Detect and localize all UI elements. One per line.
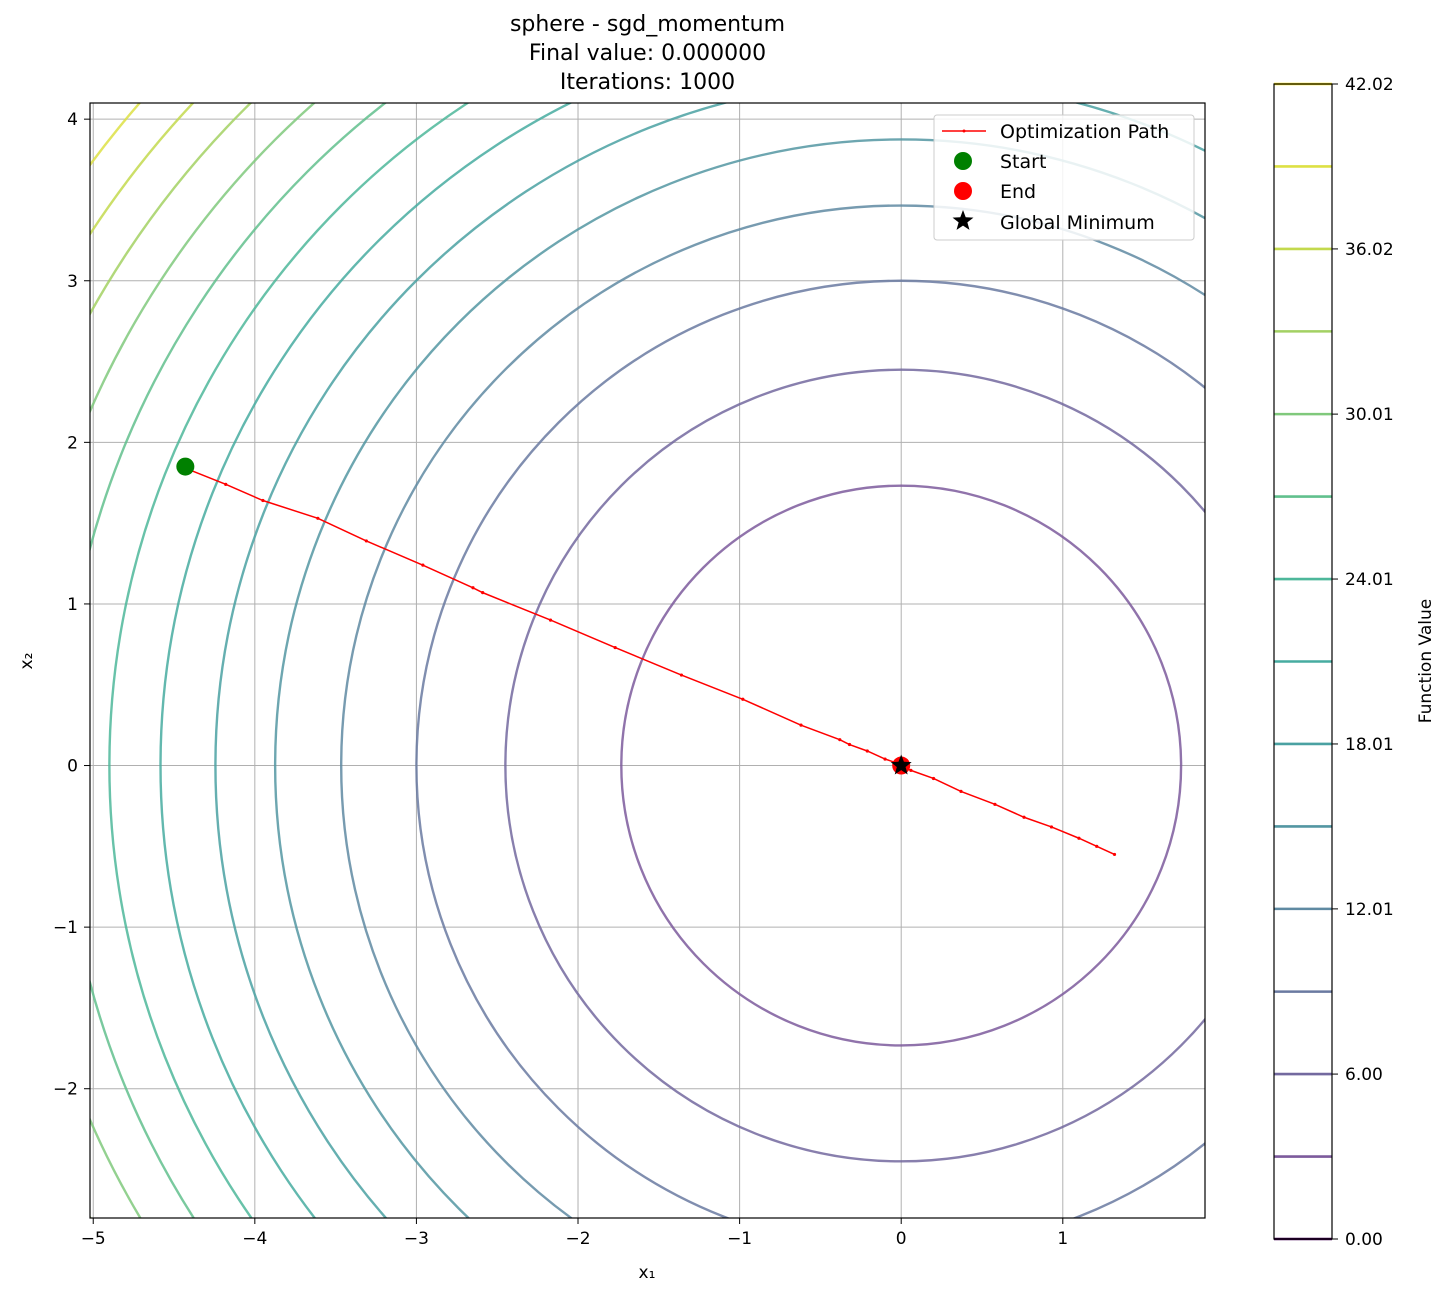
x-tick-label: 1 <box>1057 1229 1068 1249</box>
x-axis-label: x₁ <box>639 1263 656 1283</box>
path-point <box>1077 836 1081 840</box>
path-point <box>481 591 485 595</box>
colorbar-tick-label: 42.02 <box>1345 75 1394 95</box>
contour-line <box>108 103 471 1218</box>
path-point <box>613 645 617 650</box>
colorbar-tick-label: 0.00 <box>1345 1230 1383 1250</box>
y-tick-label: 3 <box>67 272 78 292</box>
colorbar-tick-label: 6.00 <box>1345 1065 1383 1085</box>
path-point <box>993 802 997 806</box>
chart-title-line-1: sphere - sgd_momentum <box>509 12 786 37</box>
y-tick-label: 4 <box>67 110 78 130</box>
legend-end-marker <box>954 182 972 200</box>
contour-line <box>340 204 1205 1218</box>
colorbar-tick-label: 18.01 <box>1345 735 1394 755</box>
x-axis-ticks: −5 −4 −3 −2 −1 0 1 <box>81 1218 1068 1249</box>
plot-frame <box>89 102 1206 1219</box>
colorbar-tick-label: 12.01 <box>1345 900 1394 920</box>
path-point <box>1049 825 1054 829</box>
global-minimum-marker <box>890 754 912 775</box>
path-point <box>471 586 475 590</box>
optimization-path-line <box>185 467 1115 856</box>
chart-title-line-2: Final value: 0.000000 <box>528 41 767 66</box>
x-tick-label: −5 <box>81 1229 106 1249</box>
path-point <box>421 563 425 567</box>
x-tick-label: 0 <box>896 1229 907 1249</box>
contour-line <box>214 103 1205 1218</box>
contour-line <box>274 138 1205 1218</box>
contour-line <box>415 279 1205 1218</box>
path-point <box>959 789 963 793</box>
path-point <box>679 673 684 677</box>
x-tick-label: −2 <box>565 1229 590 1249</box>
contour-line <box>504 368 1205 1163</box>
path-point <box>838 738 842 742</box>
colorbar-level-lines <box>1274 82 1332 1241</box>
legend-label-global-min: Global Minimum <box>1000 212 1155 234</box>
legend-box <box>933 114 1195 241</box>
contour-line <box>90 103 317 1218</box>
legend-label-path: Optimization Path <box>1000 121 1169 143</box>
y-tick-label: −1 <box>53 918 78 938</box>
y-axis-label: x₂ <box>17 653 37 670</box>
legend: Optimization Path Start End Global Minim… <box>933 114 1195 241</box>
x-tick-label: −3 <box>404 1229 429 1249</box>
x-tick-label: −1 <box>727 1229 752 1249</box>
path-point <box>548 618 553 622</box>
legend-start-marker <box>954 152 972 170</box>
path-point <box>883 757 887 761</box>
path-point <box>1112 852 1117 857</box>
path-point <box>741 697 745 701</box>
contour-line <box>159 103 573 1218</box>
path-point <box>316 516 320 520</box>
path-point <box>1095 844 1099 848</box>
contour-line <box>620 484 1183 1047</box>
path-point <box>261 498 265 503</box>
legend-path-marker <box>962 129 966 133</box>
path-point <box>909 768 913 772</box>
y-tick-label: 1 <box>67 595 78 615</box>
x-tick-label: −4 <box>242 1229 267 1249</box>
legend-label-start: Start <box>1000 151 1046 173</box>
path-point <box>224 482 228 486</box>
path-point <box>865 749 869 753</box>
path-point <box>1022 815 1026 819</box>
y-tick-label: 2 <box>67 433 78 453</box>
legend-label-end: End <box>1000 181 1036 203</box>
colorbar-tick-label: 30.01 <box>1345 405 1394 425</box>
colorbar-tick-label: 24.01 <box>1345 570 1394 590</box>
y-tick-label: −2 <box>53 1080 78 1100</box>
start-marker <box>176 457 195 476</box>
y-tick-label: 0 <box>67 757 78 777</box>
colorbar-label: Function Value <box>1416 599 1436 723</box>
path-point <box>799 723 803 727</box>
contour-line <box>90 103 388 1218</box>
optimization-path <box>176 457 1117 857</box>
y-axis-ticks: −2 −1 0 1 2 3 4 <box>53 110 90 1100</box>
colorbar: 0.00 6.00 12.01 18.01 24.01 30.01 36.02 42.02 F… <box>1273 75 1436 1250</box>
colorbar-ticks: 0.00 6.00 12.01 18.01 24.01 30.01 36.02 42.02 <box>1332 75 1394 1250</box>
legend-global-min-marker <box>952 210 974 230</box>
chart-title-line-3: Iterations: 1000 <box>559 70 736 95</box>
colorbar-tick-label: 36.02 <box>1345 240 1394 260</box>
colorbar-frame <box>1273 83 1333 1240</box>
path-point <box>931 776 936 781</box>
path-point <box>364 539 368 543</box>
path-point <box>847 742 852 747</box>
